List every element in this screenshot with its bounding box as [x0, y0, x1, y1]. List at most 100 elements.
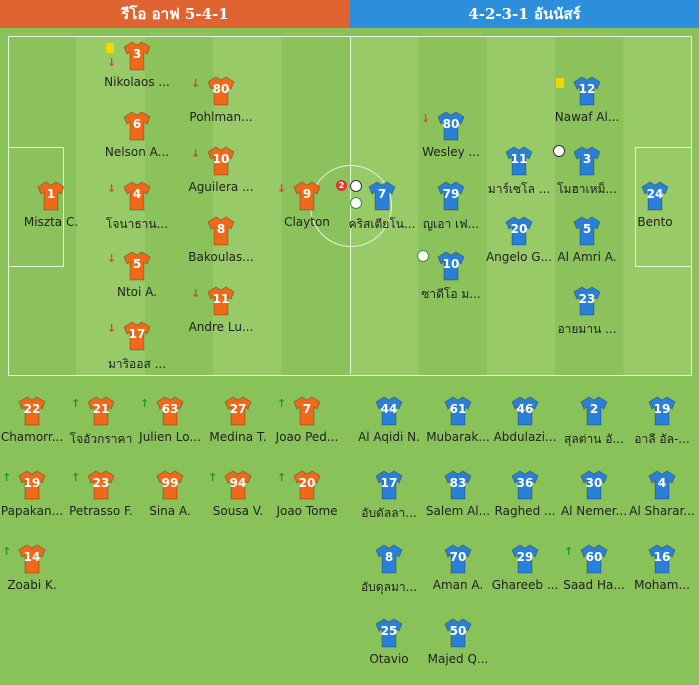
bench-player[interactable]: 99 Sina A.: [130, 470, 210, 532]
lineup-player[interactable]: 20 Angelo G...: [479, 216, 559, 278]
lineup-player[interactable]: 80 Pohlman... ↓: [181, 76, 261, 138]
jersey-icon: [444, 544, 472, 574]
player-shirt: 17: [375, 470, 403, 500]
lineup-player[interactable]: 4 โจนาธาน... ↓: [97, 181, 177, 243]
jersey-icon: [511, 470, 539, 500]
player-shirt: 80: [437, 111, 465, 141]
bench-player[interactable]: 17 อับดัลลา...: [349, 470, 429, 532]
player-name: Al Amri A.: [557, 250, 617, 264]
lineup-player[interactable]: 17 มาริออส ... ↓: [97, 321, 177, 383]
lineup-player[interactable]: 12 Nawaf Al...: [547, 76, 627, 138]
jersey-icon: [573, 286, 601, 316]
jersey-icon: [37, 181, 65, 211]
bench-player[interactable]: 60 Saad Ha... ↑: [554, 544, 634, 606]
bench-player[interactable]: 63 Julien Lo... ↑: [130, 396, 210, 458]
bench-player[interactable]: 25 Otavio: [349, 618, 429, 680]
bench-player[interactable]: 46 Abdulazi...: [485, 396, 565, 458]
player-shirt: 60: [580, 544, 608, 574]
jersey-icon: [375, 544, 403, 574]
shirt-number: 63: [161, 402, 179, 416]
lineup-player[interactable]: 7 คริสเตียโน... 2: [336, 180, 422, 243]
shirt-number: 44: [380, 402, 398, 416]
lineup-player[interactable]: 10 Aguilera ... ↓: [181, 146, 261, 208]
own-goal-ball-icon: [350, 197, 362, 209]
lineup-player[interactable]: 5 Al Amri A.: [547, 216, 627, 278]
jersey-icon: [505, 216, 533, 246]
right-penalty-area: [635, 147, 691, 267]
bench-player[interactable]: 8 อับดุลมา...: [349, 544, 429, 606]
bench-player[interactable]: 23 Petrasso F. ↑: [61, 470, 141, 532]
player-name: โจนาธาน...: [105, 217, 169, 231]
lineup-player[interactable]: 8 Bakoulas...: [181, 216, 261, 278]
bench-player[interactable]: 19 อาลี อัล-...: [622, 396, 699, 458]
shirt-number: 83: [449, 476, 467, 490]
bench-player[interactable]: 21 โจอัวกราคา ↑: [61, 396, 141, 458]
shirt-number: 36: [516, 476, 534, 490]
lineup-player[interactable]: 24 Bento: [615, 181, 695, 243]
bench-player[interactable]: 61 Mubarak...: [418, 396, 498, 458]
player-shirt: 11: [505, 146, 533, 176]
bench-player[interactable]: 29 Ghareeb ...: [485, 544, 565, 606]
sub-on-arrow-icon: ↑: [208, 471, 218, 484]
shirt-number: 19: [23, 476, 41, 490]
lineup-player[interactable]: 10 ซาดีโอ ม...: [411, 250, 491, 313]
lineup-player[interactable]: 11 มาร์เซโล ...: [479, 146, 559, 208]
jersey-icon: [87, 396, 115, 426]
shirt-number: 11: [212, 292, 230, 306]
lineup-player[interactable]: 5 Ntoi A. ↓: [97, 251, 177, 313]
bench-player[interactable]: 22 Chamorr...: [0, 396, 72, 458]
lineup-player[interactable]: 1 Miszta C.: [11, 181, 91, 243]
player-shirt: 94: [224, 470, 252, 500]
bench-player[interactable]: 19 Papakan... ↑: [0, 470, 72, 532]
bench-player[interactable]: 27 Medina T.: [198, 396, 278, 458]
sub-off-arrow-icon: ↓: [421, 112, 431, 125]
yellow-card-icon: [556, 78, 564, 88]
player-shirt: 5: [123, 251, 151, 281]
bench-player[interactable]: 83 Salem Al...: [418, 470, 498, 532]
jersey-icon: [437, 181, 465, 211]
bench-player[interactable]: 16 Moham...: [622, 544, 699, 606]
jersey-icon: [648, 544, 676, 574]
shirt-number: 19: [653, 402, 671, 416]
lineup-player[interactable]: 6 Nelson A...: [97, 111, 177, 173]
sub-off-arrow-icon: ↓: [107, 322, 117, 335]
bench-player[interactable]: 44 Al Aqidi N.: [349, 396, 429, 458]
bench-player[interactable]: 14 Zoabi K. ↑: [0, 544, 72, 606]
shirt-number: 6: [132, 117, 142, 131]
lineup-player[interactable]: 3 Nikolaos ... ↓: [97, 41, 177, 103]
jersey-icon: [505, 146, 533, 176]
player-shirt: 50: [444, 618, 472, 648]
shirt-number: 14: [23, 550, 41, 564]
player-shirt: 6: [123, 111, 151, 141]
home-formation-header: รีโอ อาฟ 5-4-1: [0, 0, 350, 28]
lineup-player[interactable]: 23 อายมาน ...: [547, 286, 627, 348]
player-name: มาริออส ...: [107, 357, 167, 371]
player-shirt: 11: [207, 286, 235, 316]
bench-player[interactable]: 30 Al Nemer...: [554, 470, 634, 532]
jersey-icon: [573, 76, 601, 106]
player-shirt: 10: [437, 251, 465, 281]
jersey-icon: [207, 76, 235, 106]
player-shirt: 19: [18, 470, 46, 500]
jersey-icon: [580, 470, 608, 500]
jersey-icon: [437, 251, 465, 281]
shirt-number: 27: [229, 402, 247, 416]
lineup-player[interactable]: 3 โมฮาเหม็...: [547, 145, 627, 208]
bench-player[interactable]: 7 Joao Ped... ↑: [267, 396, 347, 458]
bench-player[interactable]: 94 Sousa V. ↑: [198, 470, 278, 532]
bench-player[interactable]: 4 Al Sharar...: [622, 470, 699, 532]
lineup-player[interactable]: 80 Wesley ... ↓: [411, 111, 491, 173]
player-shirt: 44: [375, 396, 403, 426]
bench-player[interactable]: 2 สุลต่าน อั...: [554, 396, 634, 458]
player-shirt: 46: [511, 396, 539, 426]
goal-ball-icon: [553, 145, 565, 157]
lineup-player[interactable]: 9 Clayton ↓: [267, 181, 347, 243]
lineup-player[interactable]: 11 Andre Lu... ↓: [181, 286, 261, 348]
player-shirt: 19: [648, 396, 676, 426]
bench-player[interactable]: 70 Aman A.: [418, 544, 498, 606]
lineup-player[interactable]: 79 ญเอา เฟ...: [411, 181, 491, 243]
bench-player[interactable]: 50 Majed Q...: [418, 618, 498, 680]
player-name: Aguilera ...: [188, 180, 254, 194]
bench-player[interactable]: 36 Raghed ...: [485, 470, 565, 532]
bench-player[interactable]: 20 Joao Tome ↑: [267, 470, 347, 532]
